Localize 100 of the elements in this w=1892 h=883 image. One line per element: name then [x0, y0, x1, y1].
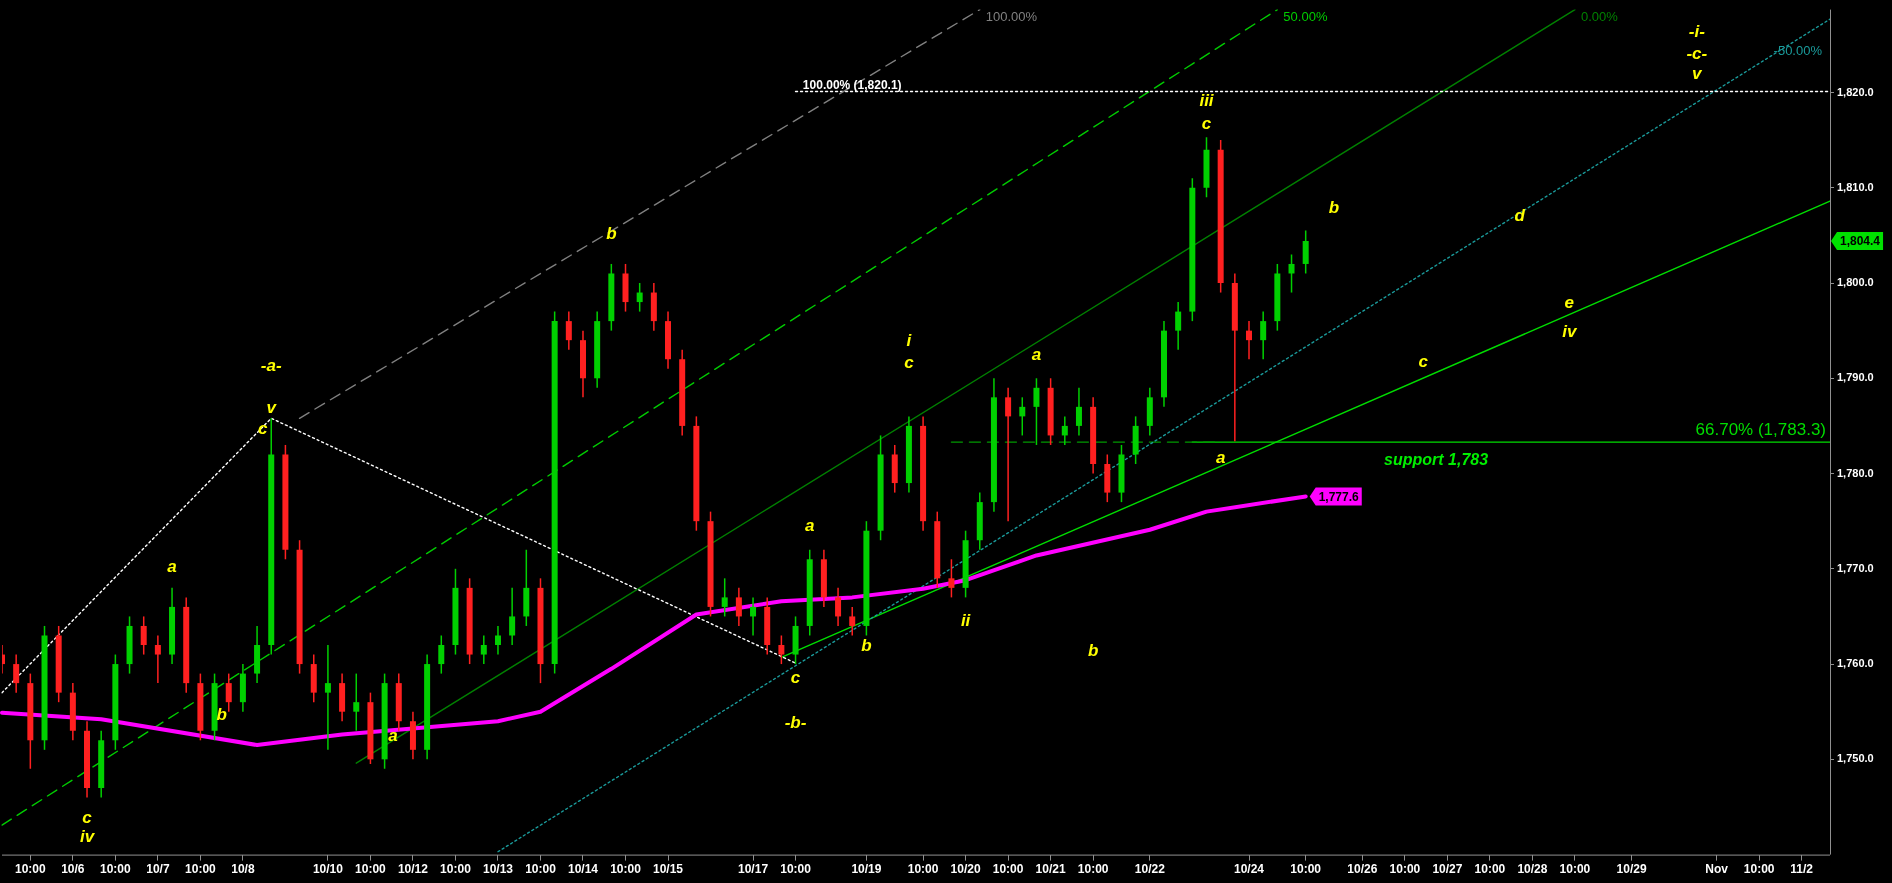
annotation: c — [82, 807, 93, 827]
x-tick-label: 10/17 — [738, 862, 769, 877]
x-tick-label: 10/12 — [397, 862, 429, 877]
candlestick — [1005, 387, 1012, 522]
annotation: d — [1514, 206, 1526, 226]
annotation: a — [804, 516, 815, 536]
annotation: e — [1564, 293, 1574, 313]
x-tick-label: 10:00 — [355, 862, 387, 877]
x-tick-label: 10/7 — [146, 862, 170, 877]
annotation: b — [216, 704, 227, 724]
candlestick — [1061, 415, 1068, 446]
annotation: a — [388, 725, 398, 745]
candlestick — [1260, 310, 1267, 360]
annotation: a — [1031, 344, 1042, 364]
candlestick — [324, 644, 331, 751]
annotation: i — [906, 330, 913, 350]
candlestick — [438, 634, 445, 675]
annotation: a — [1215, 447, 1226, 467]
candlestick — [565, 310, 572, 351]
series-label: 0.00% — [1580, 8, 1619, 24]
series-label: -50.00% — [1773, 43, 1823, 59]
y-tick-label: 1,790.0 — [1837, 371, 1874, 384]
x-tick-label: 10:00 — [525, 862, 557, 877]
annotation: c — [904, 353, 915, 373]
annotation: c — [1201, 114, 1212, 134]
annotation: 100.00% (1,820.1) — [802, 77, 902, 92]
candlestick — [1302, 229, 1309, 275]
annotation: b — [1328, 197, 1340, 217]
x-tick-label: 10/26 — [1347, 862, 1378, 877]
y-tick-label: 1,820.0 — [1837, 85, 1874, 98]
candlestick — [1075, 387, 1082, 437]
annotation: v — [1692, 64, 1704, 84]
annotation: c — [1418, 352, 1429, 372]
x-tick-label: 10:00 — [992, 862, 1024, 877]
annotation: support 1,783 — [1384, 451, 1489, 469]
candlestick — [778, 634, 785, 665]
x-tick-label: 10/14 — [567, 862, 599, 877]
series-label: 50.00% — [1283, 8, 1328, 24]
x-tick-label: 10/28 — [1517, 862, 1548, 877]
x-tick-label: 10:00 — [1389, 862, 1421, 877]
x-tick-label: 10:00 — [1474, 862, 1506, 877]
x-tick-label: 10:00 — [907, 862, 939, 877]
x-tick-label: 10:00 — [780, 862, 812, 877]
annotation: -i- — [1688, 22, 1706, 42]
candlestick — [1288, 253, 1295, 294]
candlestick — [721, 577, 728, 618]
annotation: a — [167, 556, 177, 576]
candlestick — [636, 282, 643, 313]
x-tick-label: 10/24 — [1233, 862, 1265, 877]
x-tick-label: 10:00 — [14, 862, 47, 877]
y-tick-label: 1,780.0 — [1837, 466, 1874, 479]
annotation: b — [1087, 640, 1099, 660]
candlestick — [948, 558, 955, 599]
candlestick — [1019, 396, 1026, 437]
candlestick — [480, 634, 487, 665]
candlestick — [1175, 301, 1182, 351]
candlestick — [835, 587, 842, 627]
y-tick-label: 1,770.0 — [1837, 561, 1874, 574]
candlestick — [154, 634, 161, 684]
annotation: v — [266, 398, 278, 418]
annotation: b — [861, 636, 872, 656]
x-tick-label: 10/20 — [950, 862, 981, 877]
annotation: b — [606, 224, 617, 244]
text: 1,804.4 — [1840, 234, 1881, 249]
x-tick-label: 10:00 — [1077, 862, 1109, 877]
y-tick-label: 1,800.0 — [1837, 276, 1874, 289]
annotation: iii — [1199, 90, 1215, 110]
x-tick-label: 11/2 — [1790, 862, 1814, 877]
x-tick-label: 10/15 — [653, 862, 684, 877]
y-tick-label: 1,750.0 — [1837, 752, 1874, 765]
y-tick-label: 1,810.0 — [1837, 180, 1874, 193]
candlestick — [509, 587, 516, 646]
x-tick-label: 10/8 — [231, 862, 255, 877]
annotation: c — [258, 419, 268, 439]
x-tick-label: 10:00 — [100, 862, 132, 877]
annotation: c — [790, 667, 801, 687]
x-tick-label: 10:00 — [1290, 862, 1322, 877]
x-tick-label: 10:00 — [610, 862, 642, 877]
y-tick-label: 1,760.0 — [1837, 657, 1874, 670]
x-tick-label: 10/13 — [482, 862, 514, 877]
candlestick — [13, 653, 20, 694]
x-tick-label: 10:00 — [440, 862, 472, 877]
series-label: 100.00% — [985, 8, 1038, 24]
x-tick-label: 10/22 — [1134, 862, 1166, 877]
data-label: 1,777.6 — [1318, 489, 1360, 504]
x-tick-label: 10/21 — [1035, 862, 1066, 877]
annotation: -b- — [784, 713, 807, 733]
annotation: -c- — [1686, 44, 1708, 64]
x-tick-label: 10:00 — [185, 862, 217, 877]
x-tick-label: 10/29 — [1616, 862, 1647, 877]
annotation: ii — [960, 611, 972, 631]
candlestick — [735, 587, 742, 627]
x-tick-label: Nov — [1705, 862, 1729, 877]
x-tick-label: 10/6 — [61, 862, 85, 877]
x-tick-label: 10/27 — [1432, 862, 1463, 877]
candlestick — [494, 625, 501, 656]
candlestick — [1246, 320, 1253, 360]
candlestick — [1033, 377, 1040, 446]
x-tick-label: 10/10 — [312, 862, 344, 877]
candlestick — [849, 606, 856, 637]
